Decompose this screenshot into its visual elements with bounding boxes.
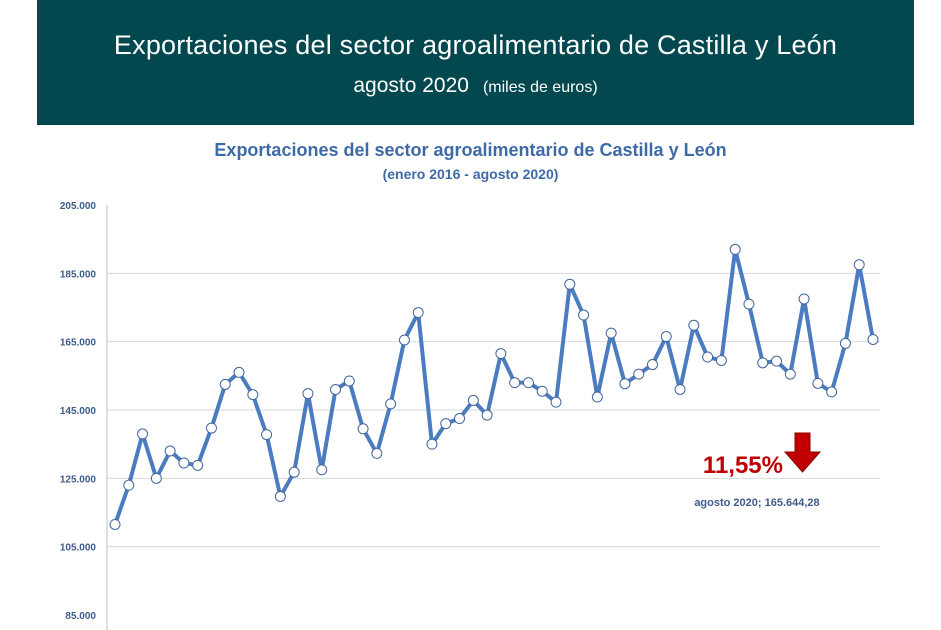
y-tick-label: 85.000 — [65, 611, 96, 622]
data-point — [633, 368, 645, 380]
data-point — [316, 464, 328, 476]
banner-subtitle: agosto 2020 (miles de euros) — [37, 74, 914, 98]
data-point — [757, 357, 769, 369]
data-point — [605, 327, 617, 339]
data-point — [550, 396, 562, 408]
data-point — [288, 466, 300, 478]
data-point — [591, 391, 603, 403]
data-point — [522, 377, 534, 389]
data-point — [771, 355, 783, 367]
last-point-annotation: agosto 2020; 165.644,28 — [694, 497, 819, 509]
data-point — [426, 438, 438, 450]
grid-layer — [107, 272, 880, 548]
data-point — [853, 259, 865, 271]
data-point — [398, 334, 410, 346]
data-point — [385, 398, 397, 410]
y-tick-label: 185.000 — [60, 269, 97, 280]
data-point — [371, 447, 383, 459]
data-point — [743, 298, 755, 310]
y-tick-label: 205.000 — [60, 201, 97, 212]
data-point — [481, 409, 493, 421]
data-point — [343, 375, 355, 387]
data-point — [812, 377, 824, 389]
data-point — [247, 389, 259, 401]
data-point — [261, 429, 273, 441]
data-point — [137, 428, 149, 440]
data-point — [467, 394, 479, 406]
data-point — [302, 388, 314, 400]
data-point — [178, 457, 190, 469]
banner-units: (miles de euros) — [482, 79, 598, 96]
data-point — [330, 384, 342, 395]
data-point — [219, 378, 231, 390]
data-point — [150, 472, 162, 484]
data-point — [646, 359, 658, 371]
data-point — [578, 309, 590, 321]
data-point — [109, 518, 121, 530]
data-point — [205, 422, 217, 434]
data-point — [536, 385, 548, 397]
chart-subtitle: (enero 2016 - agosto 2020) — [382, 166, 559, 182]
data-point — [784, 368, 796, 380]
data-point — [798, 293, 810, 305]
down-arrow-icon — [783, 432, 822, 473]
data-point — [619, 378, 631, 390]
data-point — [674, 384, 686, 395]
y-tick-label: 165.000 — [60, 338, 97, 349]
percent-change-label: 11,55% — [703, 452, 783, 479]
banner-title: Exportaciones del sector agroalimentario… — [113, 30, 838, 60]
data-point — [509, 377, 521, 389]
data-point — [274, 490, 286, 502]
banner-date: agosto 2020 — [353, 74, 469, 97]
chart-title: Exportaciones del sector agroalimentario… — [214, 140, 727, 160]
data-point — [164, 445, 176, 457]
data-point — [715, 354, 727, 366]
data-point — [357, 423, 369, 435]
data-point — [826, 386, 838, 398]
y-tick-label: 125.000 — [60, 474, 97, 485]
data-point — [454, 413, 466, 425]
data-point — [564, 278, 576, 290]
data-point — [729, 243, 741, 255]
data-point — [233, 366, 245, 378]
data-point — [412, 307, 424, 319]
data-point — [702, 351, 714, 363]
y-tick-label: 145.000 — [60, 406, 97, 417]
data-point — [839, 337, 851, 349]
line-chart: 85.000 105.000 125.000 145.000 165.000 185.00… — [60, 201, 880, 630]
data-point — [660, 331, 672, 343]
y-tick-labels: 85.000 105.000 125.000 145.000 165.000 185.00… — [60, 201, 97, 622]
data-point — [123, 479, 135, 491]
data-point — [440, 418, 452, 430]
header-banner: Exportaciones del sector agroalimentario… — [37, 0, 914, 125]
data-point — [688, 319, 700, 331]
data-point — [867, 333, 879, 345]
data-point — [192, 459, 204, 471]
data-points — [109, 243, 879, 530]
data-point — [495, 348, 507, 360]
y-tick-label: 105.000 — [60, 543, 97, 554]
